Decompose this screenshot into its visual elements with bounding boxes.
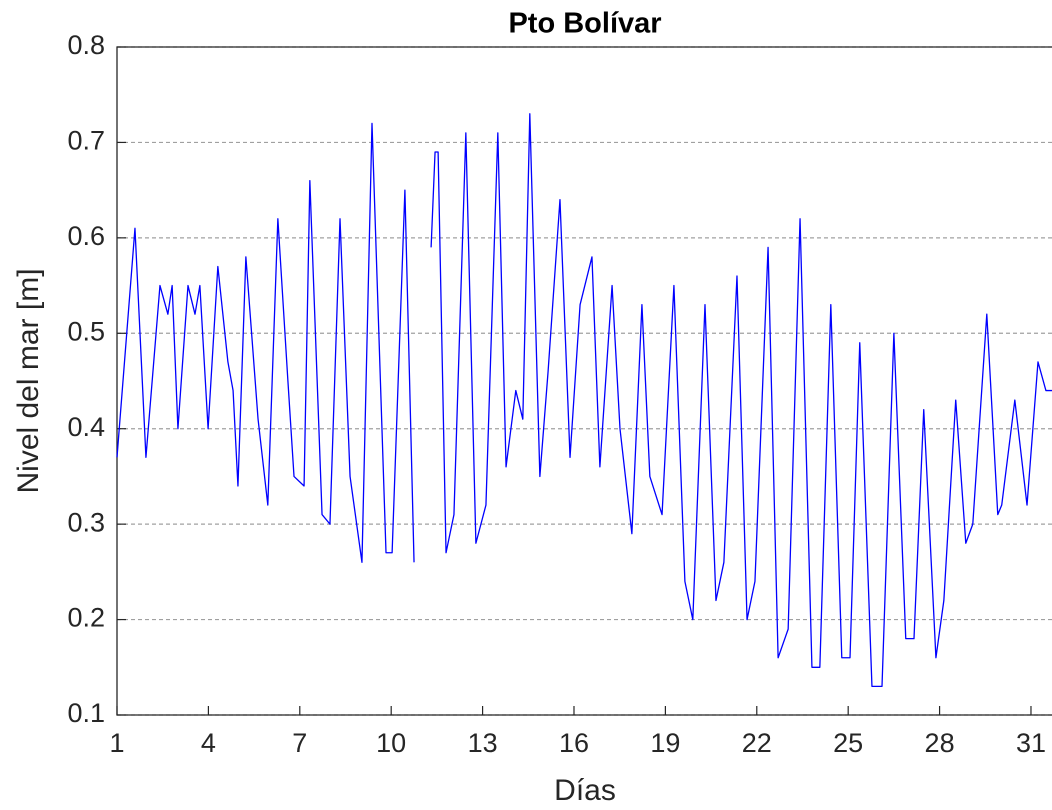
chart-title: Pto Bolívar xyxy=(508,8,661,40)
x-tick-label: 22 xyxy=(742,728,772,758)
x-tick-label: 28 xyxy=(925,728,955,758)
y-tick-label: 0.3 xyxy=(67,507,105,537)
x-axis-label: Días xyxy=(554,774,616,807)
y-tick-label: 0.4 xyxy=(67,412,105,442)
x-tick-label: 16 xyxy=(559,728,589,758)
data-line xyxy=(116,113,1052,688)
y-tick-label: 0.7 xyxy=(67,126,105,156)
x-tick-label: 25 xyxy=(833,728,863,758)
x-tick-label: 13 xyxy=(468,728,498,758)
x-tick-label: 7 xyxy=(292,728,307,758)
y-tick-label: 0.1 xyxy=(67,698,105,728)
y-axis-label: Nivel del mar [m] xyxy=(12,268,45,493)
y-tick-label: 0.6 xyxy=(67,221,105,251)
y-tick-label: 0.2 xyxy=(67,603,105,633)
x-tick-label: 31 xyxy=(1016,728,1046,758)
x-tick-label: 4 xyxy=(201,728,216,758)
x-tick-label: 10 xyxy=(376,728,406,758)
y-tick-label: 0.8 xyxy=(67,30,105,60)
axes-box xyxy=(116,46,1052,716)
x-tick-label: 1 xyxy=(109,728,124,758)
x-tick-label: 19 xyxy=(650,728,680,758)
y-tick-label: 0.5 xyxy=(67,316,105,346)
